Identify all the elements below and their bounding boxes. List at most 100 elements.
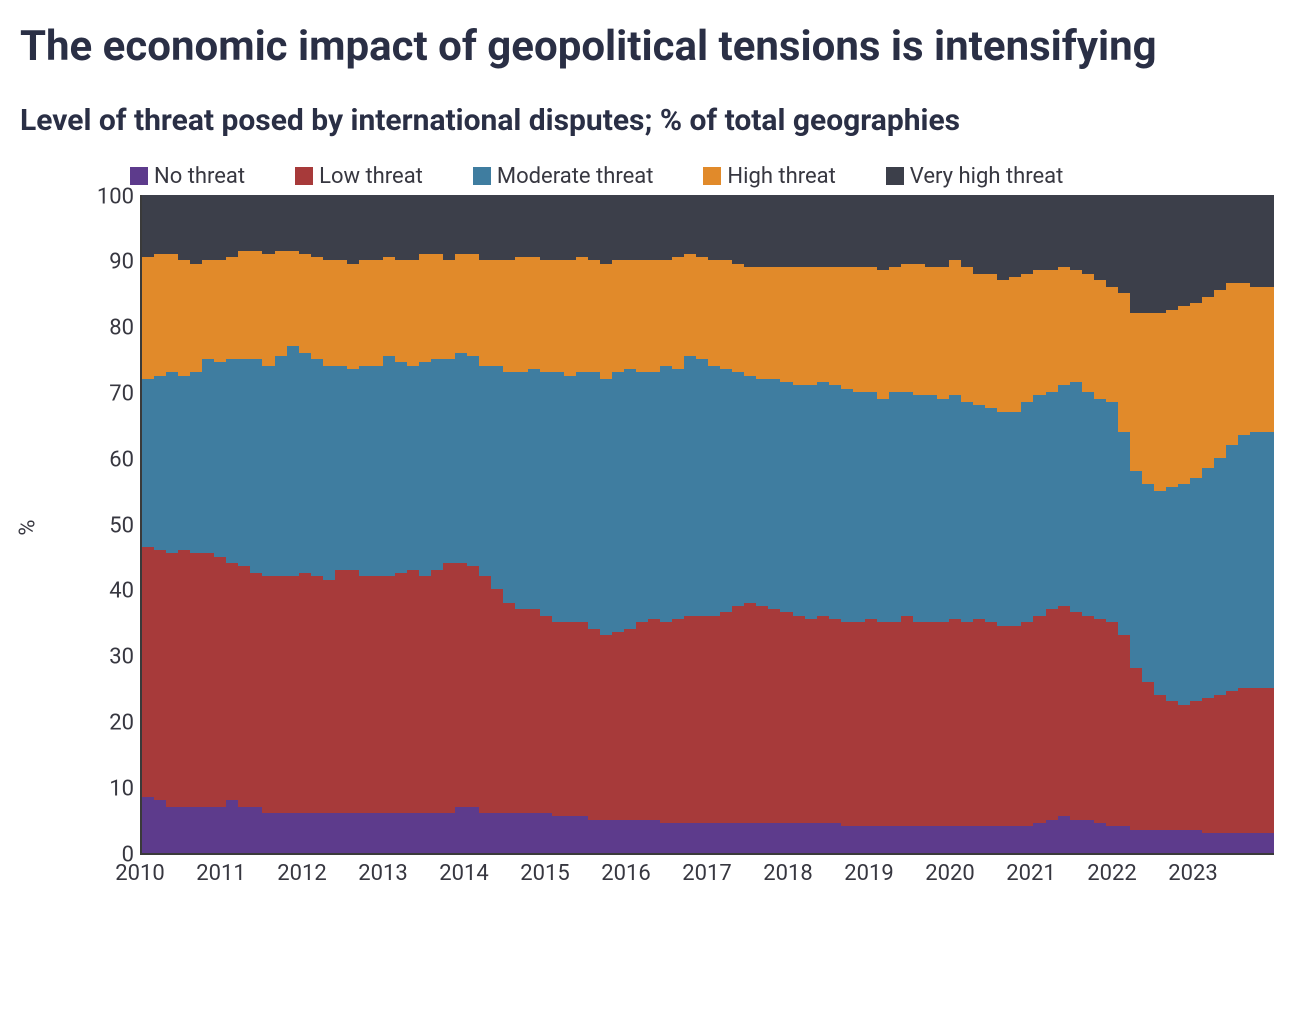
series-segment-high_threat: [262, 254, 274, 366]
series-segment-moderate_threat: [865, 392, 877, 619]
data-column: [1190, 195, 1202, 853]
series-segment-low_threat: [1009, 626, 1021, 827]
series-segment-high_threat: [491, 260, 503, 365]
series-segment-no_threat: [708, 823, 720, 853]
series-segment-low_threat: [877, 622, 889, 826]
series-segment-moderate_threat: [455, 353, 467, 564]
series-segment-no_threat: [720, 823, 732, 853]
series-segment-low_threat: [1190, 701, 1202, 829]
y-tick-label: 90: [109, 250, 134, 275]
series-segment-high_threat: [624, 260, 636, 369]
series-segment-low_threat: [901, 616, 913, 827]
series-segment-high_threat: [636, 260, 648, 372]
series-segment-no_threat: [1021, 826, 1033, 852]
series-segment-low_threat: [696, 616, 708, 823]
series-segment-very_high_threat: [1226, 195, 1238, 284]
series-segment-high_threat: [166, 254, 178, 372]
series-segment-low_threat: [1250, 688, 1262, 833]
series-segment-moderate_threat: [756, 379, 768, 606]
series-segment-no_threat: [262, 813, 274, 852]
series-segment-low_threat: [756, 606, 768, 823]
series-segment-low_threat: [660, 622, 672, 823]
series-segment-low_threat: [238, 566, 250, 806]
series-segment-very_high_threat: [1142, 195, 1154, 313]
y-tick-mark: [140, 391, 142, 393]
data-column: [744, 195, 756, 853]
series-segment-no_threat: [648, 820, 660, 853]
series-segment-very_high_threat: [865, 195, 877, 267]
series-segment-moderate_threat: [1046, 392, 1058, 609]
series-segment-very_high_threat: [588, 195, 600, 261]
series-segment-low_threat: [1082, 616, 1094, 820]
series-segment-high_threat: [1226, 283, 1238, 444]
series-segment-no_threat: [841, 826, 853, 852]
series-segment-very_high_threat: [732, 195, 744, 264]
x-axis: 2010201120122013201420152016201720182019…: [140, 855, 1274, 889]
series-segment-high_threat: [1009, 277, 1021, 412]
series-segment-low_threat: [491, 589, 503, 813]
data-column: [841, 195, 853, 853]
series-segment-high_threat: [142, 257, 154, 379]
series-segment-very_high_threat: [684, 195, 696, 254]
data-column: [262, 195, 274, 853]
series-segment-moderate_threat: [805, 385, 817, 619]
x-tick-label: 2010: [115, 861, 164, 886]
series-segment-no_threat: [491, 813, 503, 852]
series-segment-high_threat: [913, 264, 925, 396]
y-tick-label: 80: [109, 316, 134, 341]
series-segment-very_high_threat: [528, 195, 540, 258]
series-segment-high_threat: [696, 257, 708, 359]
data-column: [142, 195, 154, 853]
data-column: [877, 195, 889, 853]
series-segment-no_threat: [407, 813, 419, 852]
x-tick-label: 2012: [277, 861, 326, 886]
series-segment-moderate_threat: [1178, 484, 1190, 704]
series-segment-low_threat: [371, 576, 383, 813]
series-segment-low_threat: [190, 553, 202, 806]
series-segment-moderate_threat: [720, 369, 732, 612]
data-column: [937, 195, 949, 853]
series-segment-high_threat: [1070, 270, 1082, 382]
series-segment-very_high_threat: [407, 195, 419, 261]
series-segment-high_threat: [1046, 270, 1058, 392]
series-segment-moderate_threat: [949, 395, 961, 619]
series-segment-high_threat: [1094, 280, 1106, 398]
series-segment-high_threat: [865, 267, 877, 392]
series-segment-no_threat: [564, 816, 576, 852]
series-segment-low_threat: [540, 616, 552, 813]
series-segment-no_threat: [600, 820, 612, 853]
series-segment-low_threat: [1178, 705, 1190, 830]
series-segment-very_high_threat: [335, 195, 347, 261]
series-segment-no_threat: [961, 826, 973, 852]
series-segment-very_high_threat: [552, 195, 564, 261]
data-column: [1202, 195, 1214, 853]
y-axis-label: %: [16, 519, 41, 535]
data-column: [407, 195, 419, 853]
chart-title: The economic impact of geopolitical tens…: [20, 20, 1284, 75]
data-column: [672, 195, 684, 853]
data-column: [226, 195, 238, 853]
series-segment-no_threat: [576, 816, 588, 852]
data-column: [190, 195, 202, 853]
series-segment-very_high_threat: [238, 195, 250, 251]
series-segment-high_threat: [1202, 297, 1214, 468]
series-segment-no_threat: [1046, 820, 1058, 853]
data-column: [1130, 195, 1142, 853]
series-segment-very_high_threat: [877, 195, 889, 271]
data-column: [419, 195, 431, 853]
data-column: [311, 195, 323, 853]
data-column: [443, 195, 455, 853]
data-column: [1082, 195, 1094, 853]
y-tick-mark: [140, 195, 142, 196]
series-segment-moderate_threat: [925, 395, 937, 622]
data-column: [612, 195, 624, 853]
series-segment-low_threat: [1238, 688, 1250, 833]
series-segment-high_threat: [829, 267, 841, 385]
series-segment-moderate_threat: [648, 372, 660, 619]
series-segment-high_threat: [805, 267, 817, 385]
data-column: [1118, 195, 1130, 853]
series-segment-moderate_threat: [744, 376, 756, 603]
series-segment-very_high_threat: [1009, 195, 1021, 277]
series-segment-moderate_threat: [515, 372, 527, 609]
series-segment-very_high_threat: [768, 195, 780, 267]
